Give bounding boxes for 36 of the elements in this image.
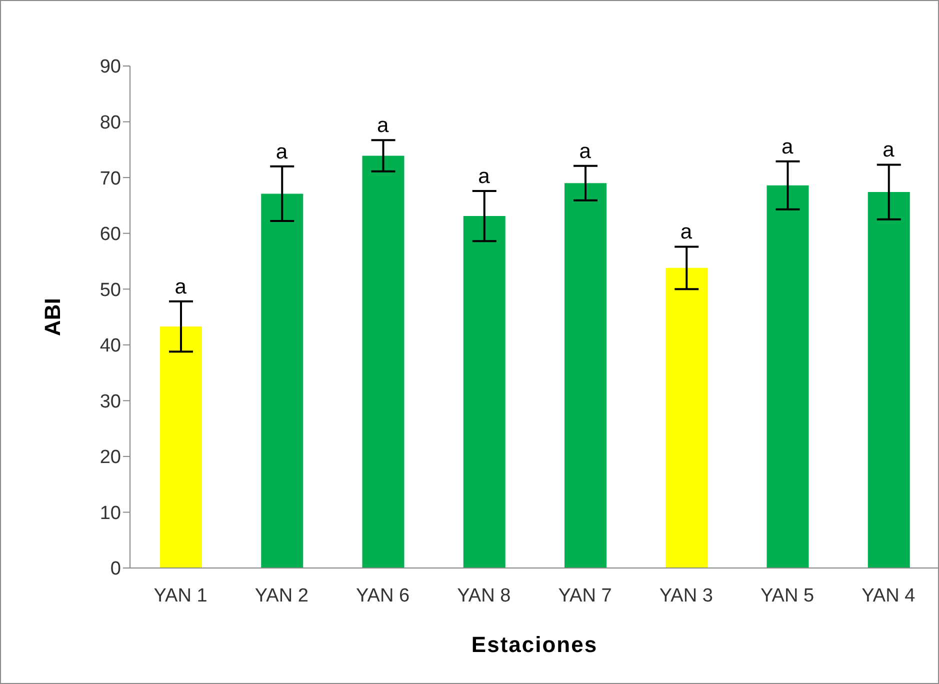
annotation: a (882, 138, 895, 162)
y-tick-label: 20 (100, 447, 121, 468)
x-tick-label: YAN 6 (356, 585, 410, 606)
x-tick-label: YAN 3 (659, 585, 713, 606)
y-tick-label: 90 (100, 56, 121, 78)
y-tick-label: 40 (100, 336, 121, 357)
bar (666, 268, 708, 568)
y-tick-label: 60 (100, 224, 121, 246)
y-tick-label: 10 (100, 502, 121, 524)
annotation: a (276, 140, 288, 164)
y-tick-label: 80 (100, 112, 121, 134)
bar (463, 216, 506, 568)
x-tick-label: YAN 1 (154, 585, 208, 606)
bar (261, 194, 304, 568)
bar (868, 192, 910, 568)
x-tick-label: YAN 2 (254, 585, 308, 606)
bar (564, 183, 606, 568)
bar (362, 156, 404, 568)
annotation: a (781, 135, 794, 158)
x-tick-label: YAN 8 (457, 585, 511, 606)
y-tick-label: 50 (100, 280, 121, 301)
y-tick-label: 0 (110, 558, 121, 580)
annotation: a (680, 220, 692, 244)
x-tick-label: YAN 4 (862, 585, 916, 606)
y-tick-label: 70 (100, 168, 121, 190)
annotation: a (478, 164, 490, 188)
annotation: a (174, 275, 187, 298)
annotation: a (376, 114, 389, 138)
x-tick-label: YAN 5 (760, 585, 814, 606)
annotation: a (579, 140, 592, 163)
y-tick-label: 30 (100, 391, 121, 412)
bar (160, 326, 202, 568)
y-axis-title: ABI (40, 298, 65, 336)
bar (766, 185, 809, 568)
x-axis-title: Estaciones (471, 632, 598, 657)
x-tick-label: YAN 7 (558, 585, 612, 606)
